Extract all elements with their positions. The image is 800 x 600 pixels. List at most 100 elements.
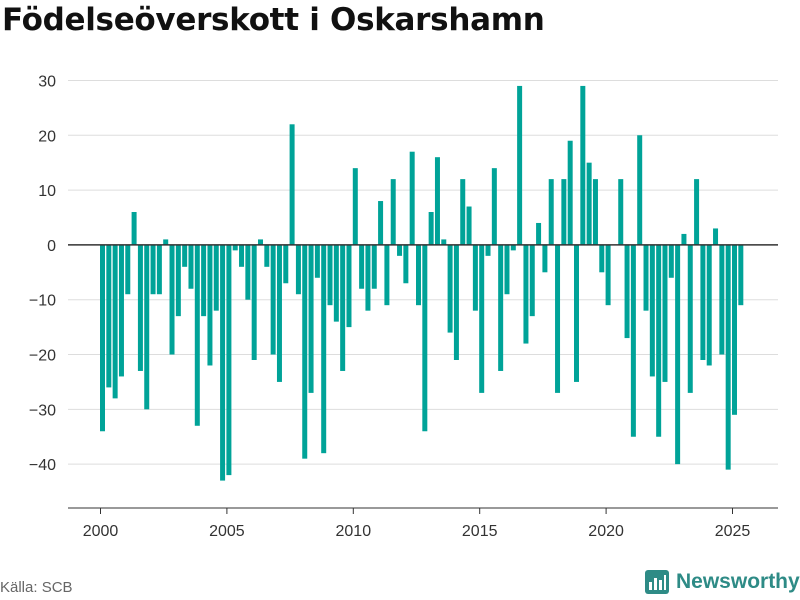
bar [637,135,643,245]
bar [599,244,605,273]
x-tick-label: 2000 [83,523,119,540]
bar [150,244,156,295]
bar [194,244,200,426]
bar [574,244,579,382]
bar [239,244,245,267]
bar [713,228,719,245]
bar [365,244,371,311]
bar [453,244,459,360]
bar [517,85,523,245]
bar [706,244,712,366]
y-tick-label: −40 [29,457,56,474]
bar [295,244,301,295]
bar [649,244,655,377]
source-label: Källa: SCB [0,579,73,596]
bar [460,179,466,245]
y-tick-label: 10 [38,183,56,200]
bar [624,244,630,339]
bar [732,244,737,415]
bar [352,168,358,245]
bar [630,244,636,437]
bar [403,244,409,284]
bar [498,244,504,371]
bar [725,244,731,470]
bar [289,124,295,245]
bar [479,244,485,393]
bar [207,244,213,366]
x-tick-label: 2025 [715,523,751,540]
bar [384,244,390,306]
bar [643,244,649,311]
y-tick-label: 20 [38,128,56,145]
bar [409,151,415,245]
x-tick-label: 2015 [462,523,498,540]
x-tick-label: 2005 [209,523,245,540]
bar [340,244,346,371]
bar [156,244,162,295]
bar [466,206,472,245]
bar [321,244,327,454]
bar [536,222,542,245]
bar [213,244,219,311]
bar [441,239,447,245]
bar [308,244,314,393]
newsworthy-logo-icon [645,570,669,594]
bar [491,168,497,245]
bar [169,244,175,355]
brand-logo[interactable]: Newsworthy [645,570,800,594]
bar [662,244,668,382]
bar [485,244,491,256]
bar [245,244,251,300]
bar [371,244,377,289]
bar [131,212,137,245]
bar [112,244,118,399]
bar [220,244,226,481]
bar [346,244,352,328]
bar [125,244,131,295]
y-tick-label: −30 [29,402,56,419]
bar [434,157,440,245]
bar [188,244,194,289]
bar [283,244,289,284]
x-tick-label: 2020 [588,523,624,540]
bar [276,244,282,382]
bar [529,244,535,317]
y-tick-label: 0 [47,238,56,255]
bar [378,201,384,245]
bar [586,162,592,245]
chart-title: Födelseöverskott i Oskarshamn [2,2,545,38]
bar [504,244,510,295]
bar [232,244,238,251]
bar [144,244,150,410]
bar [738,244,744,306]
bars [100,85,744,481]
bar [719,244,725,355]
y-tick-label: −10 [29,293,56,310]
bar [182,244,188,267]
bar [251,244,257,360]
bar [592,179,598,245]
y-tick-label: 30 [38,73,56,90]
bar [264,244,270,267]
bar [163,239,169,245]
bar [359,244,365,289]
bar [548,179,554,245]
bar [118,244,124,377]
y-axis-tick-labels: 30 20 10 0 −10 −20 −30 −40 [29,73,56,474]
bar [580,85,586,245]
bar [694,179,700,245]
bar [510,244,516,251]
brand-name: Newsworthy [676,570,800,593]
bar [302,244,308,459]
bar [567,140,573,245]
x-axis-ticks: 2000 2005 2010 2015 2020 2025 [83,508,751,540]
bar [106,244,112,388]
y-tick-label: −20 [29,348,56,365]
bar [137,244,143,371]
bar [523,244,529,344]
bar [668,244,674,278]
bar [416,244,421,306]
x-tick-label: 2010 [336,523,372,540]
bar [472,244,478,311]
